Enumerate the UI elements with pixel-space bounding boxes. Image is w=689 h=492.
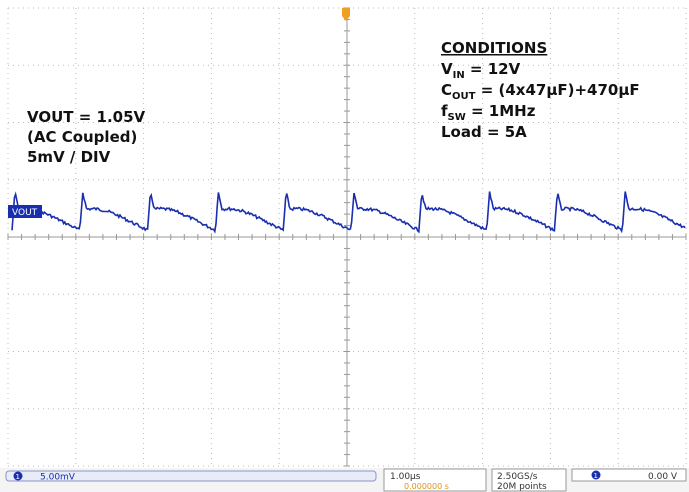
channel-scale: 5.00mV — [40, 473, 76, 483]
channel-number: 1 — [16, 473, 20, 481]
trigger-level: 0.00 V — [648, 472, 678, 482]
condition: fSW = 1MHz — [441, 102, 536, 123]
note-line: VOUT = 1.05V — [27, 108, 146, 126]
note-line: 5mV / DIV — [27, 148, 111, 166]
conditions-heading: CONDITIONS — [441, 39, 547, 57]
condition-text: = 12V — [465, 60, 521, 78]
graticule — [7, 7, 687, 467]
sample-rate: 2.50GS/s — [497, 472, 538, 482]
condition: COUT = (4x47µF)+470µF — [441, 81, 640, 102]
trigger-channel: 1 — [594, 472, 598, 480]
trigger-box — [571, 468, 687, 482]
trigger-badge — [591, 470, 601, 480]
subscript: SW — [448, 112, 466, 123]
note-line: (AC Coupled) — [27, 128, 137, 146]
trace-label-box — [8, 205, 42, 218]
delay: 0.000000 s — [404, 482, 449, 491]
condition-text: = (4x47µF)+470µF — [475, 81, 639, 99]
points: 20M points — [497, 482, 547, 492]
symbol: C — [441, 81, 452, 99]
timebase: 1.00µs — [390, 472, 421, 482]
symbol: f — [441, 102, 448, 120]
symbol: V — [441, 60, 453, 78]
trigger-position-marker — [342, 8, 350, 21]
subscript: OUT — [452, 91, 476, 102]
condition: VIN = 12V — [441, 60, 521, 81]
timebase-box — [383, 468, 487, 492]
trace-label: VOUT — [12, 208, 38, 218]
subscript: IN — [453, 70, 465, 81]
channel-box — [5, 470, 377, 482]
waveform — [11, 191, 686, 234]
condition-text: = 1MHz — [466, 102, 536, 120]
condition: Load = 5A — [441, 123, 527, 141]
channel-badge — [13, 471, 23, 481]
acquisition-box — [491, 468, 567, 492]
